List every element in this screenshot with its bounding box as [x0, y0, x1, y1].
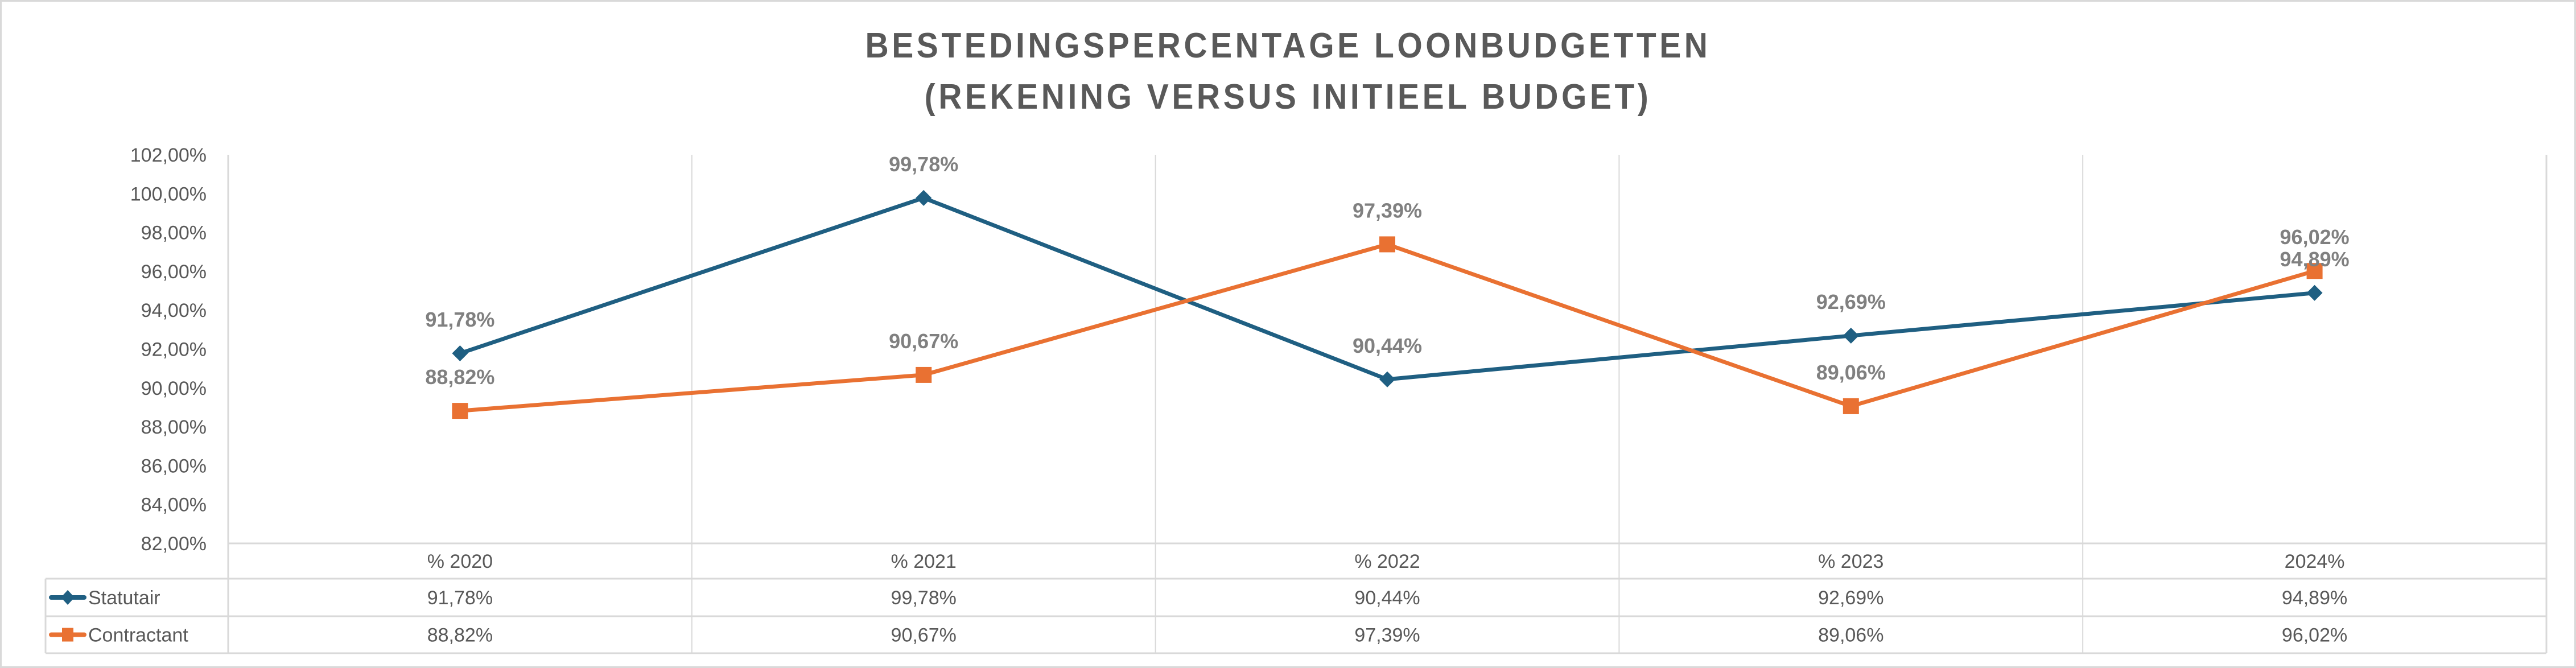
table-cell: 89,06%: [1818, 625, 1883, 646]
data-point-square: [2306, 263, 2323, 279]
table-cell: 96,02%: [2282, 625, 2347, 646]
data-label: 89,06%: [1816, 361, 1886, 384]
data-label: 90,67%: [889, 329, 958, 353]
data-point-square: [916, 366, 932, 383]
data-labels: 91,78% 99,78% 90,44% 92,69% 94,89% 88,82% 90,6…: [425, 152, 2349, 389]
x-tick-label: 2024%: [2285, 551, 2345, 572]
data-label: 99,78%: [889, 152, 958, 176]
x-tick-label: % 2022: [1354, 551, 1420, 572]
data-label: 90,44%: [1353, 334, 1422, 357]
data-point-diamond: [2306, 284, 2323, 301]
x-tick-label: % 2021: [891, 551, 957, 572]
table-cell: 92,69%: [1818, 587, 1883, 609]
data-label: 88,82%: [425, 365, 494, 389]
table-cell: 90,44%: [1354, 587, 1420, 609]
x-tick-label: % 2023: [1818, 551, 1883, 572]
y-tick-label: 94,00%: [141, 300, 207, 321]
table-cell: 88,82%: [427, 625, 493, 646]
data-point-square: [1843, 398, 1859, 414]
data-label: 92,69%: [1816, 290, 1886, 314]
table-cell: 99,78%: [891, 587, 957, 609]
y-tick-label: 92,00%: [141, 339, 207, 361]
y-tick-label: 86,00%: [141, 455, 207, 477]
data-point-diamond: [1379, 371, 1395, 387]
legend-diamond-icon: [61, 590, 75, 605]
y-tick-label: 102,00%: [130, 145, 207, 166]
y-tick-label: 84,00%: [141, 494, 207, 516]
legend-label-contractant: Contractant: [88, 625, 188, 646]
table-cell: 90,67%: [891, 625, 957, 646]
data-point-square: [1379, 236, 1395, 253]
data-point-square: [452, 403, 468, 419]
legend-square-icon: [62, 628, 73, 642]
table-cell: 97,39%: [1354, 625, 1420, 646]
x-tick-label: % 2020: [427, 551, 493, 572]
y-tick-label: 96,00%: [141, 261, 207, 283]
chart-title-line-2: (REKENING VERSUS INITIEEL BUDGET): [924, 77, 1652, 117]
chart-title-line-1: BESTEDINGSPERCENTAGE LOONBUDGETTEN: [865, 26, 1711, 65]
data-label: 97,39%: [1353, 199, 1422, 222]
y-axis: 102,00% 100,00% 98,00% 96,00% 94,00% 92,00% 90…: [130, 145, 207, 555]
data-label: 96,02%: [2280, 225, 2350, 249]
data-label: 94,89%: [2280, 248, 2350, 271]
series-group: [452, 189, 2323, 419]
y-tick-label: 100,00%: [130, 183, 207, 205]
data-table: % 2020 % 2021 % 2022 % 2023 2024% Statutair 91…: [44, 542, 2546, 654]
data-point-diamond: [452, 345, 468, 362]
y-tick-label: 98,00%: [141, 222, 207, 244]
table-cell: 91,78%: [427, 587, 493, 609]
y-tick-label: 88,00%: [141, 417, 207, 438]
legend-label-statutair: Statutair: [88, 587, 160, 609]
chart-title: BESTEDINGSPERCENTAGE LOONBUDGETTEN (REKE…: [103, 20, 2473, 123]
data-point-diamond: [916, 189, 932, 206]
data-label: 91,78%: [425, 308, 494, 331]
y-tick-label: 90,00%: [141, 378, 207, 399]
table-cell: 94,89%: [2282, 587, 2347, 609]
y-tick-label: 82,00%: [141, 533, 207, 555]
gridlines: [227, 155, 2548, 653]
data-point-diamond: [1843, 327, 1859, 344]
